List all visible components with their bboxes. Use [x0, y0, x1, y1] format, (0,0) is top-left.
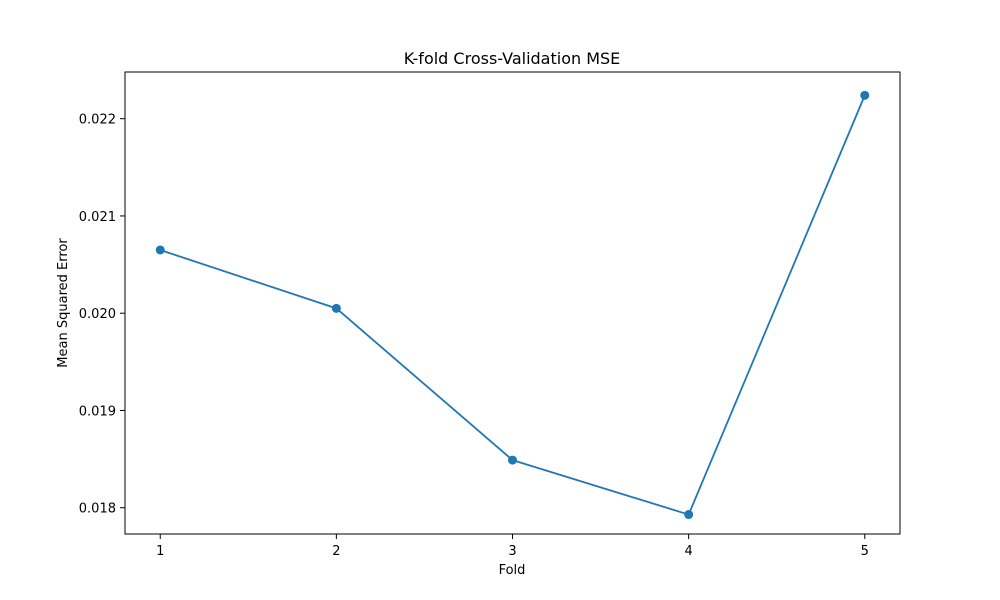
y-tick-label: 0.019 — [79, 404, 116, 419]
plot-frame — [124, 71, 901, 535]
data-point — [684, 510, 694, 520]
y-tick-label: 0.021 — [79, 210, 116, 225]
chart-title: K-fold Cross-Validation MSE — [404, 49, 621, 68]
x-axis-ticks: 1 2 3 4 5 — [156, 534, 869, 559]
data-point — [331, 303, 341, 313]
series-layer — [155, 90, 870, 520]
y-axis-ticks: 0.018 0.019 0.020 0.021 0.022 — [79, 113, 125, 517]
y-tick-label: 0.022 — [79, 113, 116, 128]
data-point — [155, 245, 165, 255]
y-tick-label: 0.020 — [79, 307, 116, 322]
x-tick-label: 2 — [332, 544, 340, 559]
x-tick-label: 3 — [508, 544, 516, 559]
x-tick-label: 4 — [684, 544, 692, 559]
x-tick-label: 1 — [156, 544, 164, 559]
x-tick-label: 5 — [861, 544, 869, 559]
data-point — [508, 455, 517, 465]
y-axis-label: Mean Squared Error — [56, 238, 71, 368]
data-point — [860, 90, 870, 100]
x-axis-label: Fold — [499, 563, 526, 578]
y-tick-label: 0.018 — [79, 502, 116, 517]
